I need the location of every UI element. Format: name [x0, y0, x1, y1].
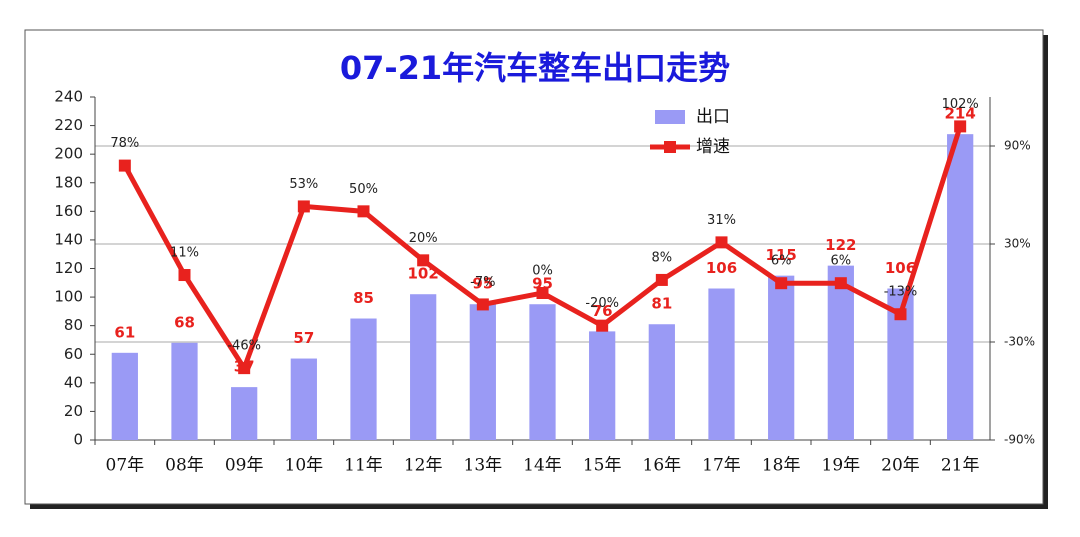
- marker: [118, 159, 131, 172]
- line-value-label: 8%: [652, 250, 673, 265]
- bar-value-label: 214: [945, 105, 976, 123]
- x-tick-label: 12年: [404, 456, 443, 476]
- x-tick-label: 08年: [165, 456, 204, 476]
- y-tick-label: 220: [54, 116, 83, 134]
- line-value-label: -20%: [585, 296, 619, 311]
- x-tick-label: 18年: [762, 456, 801, 476]
- marker: [536, 287, 549, 299]
- bar: [350, 318, 377, 440]
- line-value-label: 20%: [409, 231, 438, 246]
- x-tick-label: 10年: [285, 456, 324, 476]
- y-tick-label: 80: [64, 316, 83, 334]
- bar-value-label: 122: [825, 236, 856, 254]
- bar: [410, 294, 437, 440]
- marker: [238, 362, 251, 375]
- line-value-label: 6%: [771, 254, 792, 269]
- bar: [111, 352, 138, 440]
- bar: [469, 304, 496, 440]
- chart-title: 07-21年汽车整车出口走势: [340, 49, 730, 87]
- line-value-label: 0%: [532, 264, 553, 279]
- x-tick-label: 07年: [106, 456, 145, 476]
- legend-label: 增速: [696, 137, 730, 157]
- line-value-label: -46%: [227, 339, 261, 354]
- x-tick-label: 21年: [941, 456, 980, 476]
- x-tick-label: 09年: [225, 456, 264, 476]
- bar: [827, 265, 854, 440]
- bar: [708, 288, 735, 440]
- line-value-label: 31%: [707, 213, 736, 228]
- marker: [297, 200, 310, 213]
- bar-value-label: 76: [592, 302, 613, 320]
- line-value-label: -7%: [470, 275, 495, 290]
- bar-value-label: 102: [408, 265, 439, 283]
- bar: [648, 324, 675, 440]
- y-tick-label: 20: [64, 402, 83, 420]
- x-tick-label: 11年: [344, 456, 383, 476]
- x-tick-label: 19年: [822, 456, 861, 476]
- marker: [894, 308, 907, 321]
- line-value-label: 6%: [831, 254, 852, 269]
- bar-value-label: 106: [706, 259, 737, 277]
- marker: [834, 277, 847, 290]
- bar-value-label: 106: [885, 259, 916, 277]
- bar: [947, 134, 974, 441]
- bar-value-label: 95: [532, 275, 553, 293]
- bar-value-label: 81: [651, 295, 672, 313]
- bar: [589, 331, 616, 440]
- legend-label: 出口: [696, 107, 730, 127]
- line-value-label: -13%: [884, 285, 918, 300]
- bar-value-label: 115: [766, 246, 797, 264]
- line-value-label: 78%: [110, 136, 139, 151]
- legend-marker: [664, 141, 676, 153]
- line-value-label: 11%: [170, 246, 199, 261]
- y-tick-label: 200: [54, 145, 83, 163]
- x-tick-label: 16年: [643, 456, 682, 476]
- marker: [655, 273, 668, 286]
- marker: [476, 298, 489, 311]
- marker: [357, 205, 370, 218]
- y2-tick-label: -90%: [1004, 433, 1035, 447]
- y2-tick-label: -30%: [1004, 335, 1035, 349]
- bar-value-label: 61: [114, 323, 135, 341]
- bar: [231, 387, 258, 440]
- bar-value-label: 37: [234, 358, 255, 376]
- bar-value-label: 68: [174, 313, 195, 331]
- marker: [954, 120, 967, 133]
- y-tick-label: 40: [64, 373, 83, 391]
- x-tick-label: 13年: [464, 456, 503, 476]
- y-tick-label: 180: [54, 173, 83, 191]
- bar: [290, 358, 317, 440]
- x-tick-label: 14年: [523, 456, 562, 476]
- legend-swatch: [655, 110, 685, 124]
- line-value-label: 102%: [942, 97, 979, 112]
- marker: [596, 319, 609, 332]
- marker: [775, 277, 788, 290]
- y-tick-label: 0: [73, 431, 83, 449]
- y2-tick-label: 90%: [1004, 139, 1031, 153]
- y-tick-label: 240: [54, 88, 83, 106]
- y-tick-label: 120: [54, 259, 83, 277]
- bar: [529, 304, 556, 440]
- x-tick-label: 20年: [881, 456, 920, 476]
- x-tick-label: 15年: [583, 456, 622, 476]
- x-tick-label: 17年: [702, 456, 741, 476]
- bar: [768, 275, 795, 440]
- line-value-label: 53%: [289, 177, 318, 192]
- marker: [178, 269, 191, 282]
- bar-value-label: 57: [293, 329, 314, 347]
- y-tick-label: 100: [54, 288, 83, 306]
- y2-tick-label: 30%: [1004, 237, 1031, 251]
- bar-value-label: 95: [472, 275, 493, 293]
- y-tick-label: 140: [54, 230, 83, 248]
- bar: [171, 342, 198, 440]
- bar-value-label: 85: [353, 289, 374, 307]
- marker: [715, 236, 728, 249]
- marker: [417, 254, 430, 267]
- line-value-label: 50%: [349, 182, 378, 197]
- y-tick-label: 60: [64, 345, 83, 363]
- y-tick-label: 160: [54, 202, 83, 220]
